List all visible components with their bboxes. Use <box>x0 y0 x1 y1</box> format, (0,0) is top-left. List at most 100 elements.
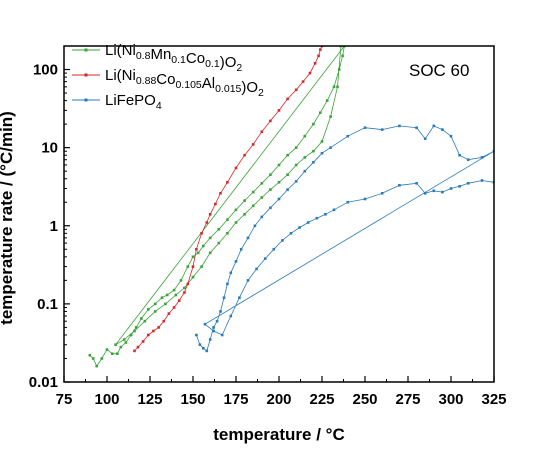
x-tick-label: 125 <box>137 391 162 408</box>
data-point <box>134 326 138 329</box>
data-point <box>363 126 367 129</box>
y-tick-label: 100 <box>33 62 58 79</box>
data-point <box>277 109 281 112</box>
data-point <box>301 80 305 83</box>
legend-swatch-marker <box>84 48 88 52</box>
series-1 <box>133 46 324 353</box>
data-point <box>122 338 126 341</box>
data-point <box>324 213 327 216</box>
data-point <box>466 182 470 185</box>
data-point <box>298 226 301 229</box>
data-point <box>332 85 336 89</box>
data-point <box>306 221 310 224</box>
data-point <box>294 163 298 167</box>
data-point <box>183 291 186 294</box>
data-point <box>124 341 128 344</box>
x-tick-label: 275 <box>395 391 420 408</box>
data-point <box>234 221 238 224</box>
x-tick-label: 75 <box>56 391 73 408</box>
data-point <box>217 241 221 245</box>
data-point <box>200 232 203 235</box>
data-point <box>220 333 224 337</box>
data-point <box>441 128 444 131</box>
data-point <box>202 347 205 350</box>
data-point <box>286 188 289 191</box>
soc-annotation: SOC 60 <box>409 61 469 80</box>
data-point <box>441 190 444 194</box>
data-point <box>432 189 436 193</box>
y-tick-label: 0.01 <box>29 374 58 391</box>
data-point <box>226 181 229 184</box>
data-point <box>380 192 384 195</box>
data-point <box>191 255 195 259</box>
data-point <box>423 192 427 195</box>
data-point <box>191 265 195 268</box>
data-point <box>222 296 226 299</box>
data-point <box>208 251 212 255</box>
data-point <box>243 213 246 216</box>
data-point <box>110 352 114 355</box>
data-point <box>281 239 284 242</box>
data-point <box>380 128 384 131</box>
series-line <box>196 125 494 352</box>
data-point <box>147 308 150 311</box>
data-point <box>215 319 219 323</box>
x-tick-label: 175 <box>223 391 248 408</box>
data-point <box>303 169 307 173</box>
data-point <box>162 319 166 323</box>
data-point <box>91 357 95 360</box>
data-point <box>346 200 350 204</box>
data-point <box>286 173 289 176</box>
data-point <box>219 192 222 195</box>
data-point <box>157 326 160 329</box>
data-point <box>136 345 140 349</box>
data-point <box>260 196 264 199</box>
data-point <box>246 279 250 282</box>
series-line <box>89 46 345 367</box>
data-point <box>214 202 217 206</box>
data-point <box>195 333 198 337</box>
data-point <box>253 224 257 228</box>
data-point <box>480 179 484 182</box>
data-point <box>217 228 221 231</box>
data-point <box>272 248 276 251</box>
data-point <box>140 317 143 320</box>
data-point <box>141 340 145 343</box>
data-point <box>200 265 203 268</box>
data-point <box>332 208 336 212</box>
data-point <box>174 293 178 297</box>
data-point <box>100 357 104 360</box>
data-point <box>269 119 272 123</box>
data-point <box>243 199 246 202</box>
data-point <box>294 88 298 92</box>
data-point <box>449 187 453 190</box>
data-point <box>196 251 200 255</box>
data-point <box>219 310 222 313</box>
y-tick-label: 0.1 <box>37 296 58 313</box>
data-point <box>312 149 315 153</box>
data-point <box>229 314 233 318</box>
data-point <box>320 140 324 143</box>
data-point <box>313 62 317 65</box>
data-point <box>238 296 241 299</box>
x-tick-label: 100 <box>94 391 119 408</box>
data-point <box>153 302 157 306</box>
data-point <box>363 197 367 201</box>
data-point <box>277 163 281 167</box>
data-point <box>164 302 167 306</box>
data-point <box>260 130 264 133</box>
data-point <box>133 349 136 353</box>
legend: Li(Ni0.8Mn0.1Co0.1)O2Li(Ni0.88Co0.105Al0… <box>72 42 264 112</box>
data-point <box>205 221 209 224</box>
data-point <box>183 286 186 290</box>
data-point <box>260 182 264 185</box>
series-0 <box>88 46 346 368</box>
data-point <box>423 137 427 140</box>
data-point <box>251 190 255 194</box>
data-point <box>255 267 258 271</box>
data-point <box>466 158 470 161</box>
data-point <box>432 124 436 128</box>
data-point <box>153 310 157 313</box>
data-point <box>203 322 207 326</box>
